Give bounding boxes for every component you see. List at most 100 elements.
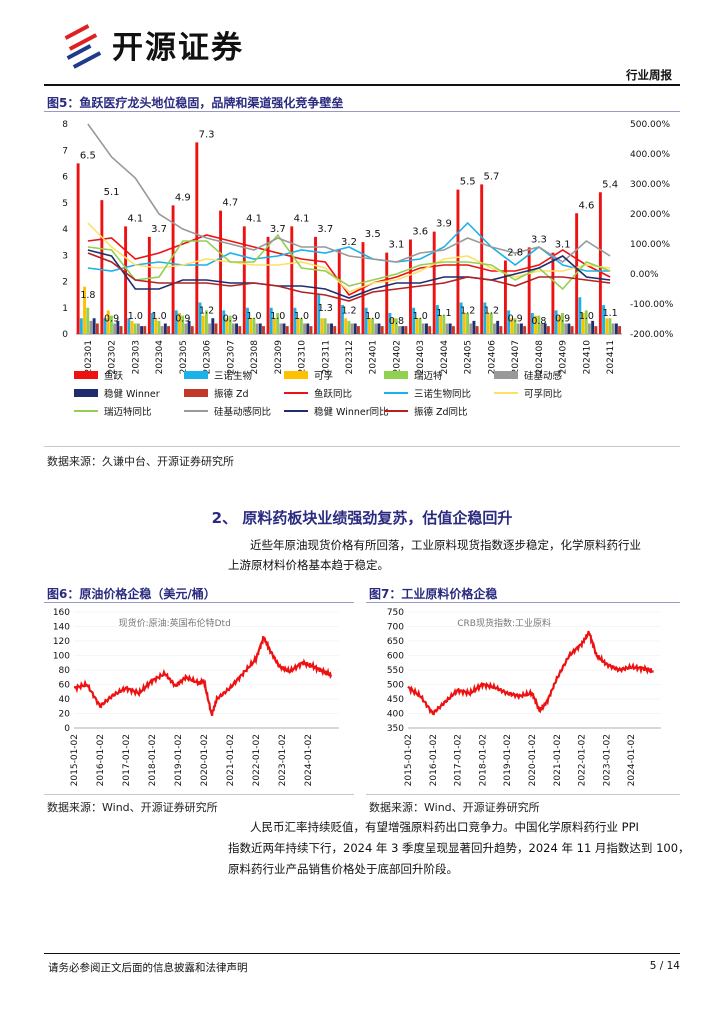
fig5-data-label-sannuo: 0.9 — [555, 313, 570, 324]
fig5-bar-稳健 Winner — [401, 326, 405, 334]
xtick-label: 2019-01-02 — [503, 734, 513, 786]
report-type-tag: 行业周报 — [626, 68, 672, 82]
fig5-legend-label: 硅基动感 — [524, 370, 563, 382]
fig5-bar-三诺生物 — [174, 310, 178, 334]
ytick-label: 550 — [387, 666, 404, 676]
fig5-bar-硅基动感 — [587, 323, 591, 334]
fig5-bar-三诺生物 — [554, 310, 558, 334]
header-rule — [44, 84, 680, 86]
fig5-bar-三诺生物 — [364, 307, 368, 334]
fig5-data-label-yuyue: 5.7 — [483, 171, 499, 182]
fig5-xtick-label: 202404 — [440, 340, 450, 375]
fig5-line-稳健 Winner同比 — [87, 249, 611, 299]
fig5-bar-瑞迈特 — [86, 307, 90, 334]
fig5-line-可孚同比 — [87, 222, 611, 293]
fig5-data-label-sannuo: 1.1 — [436, 308, 451, 319]
xtick-label: 2016-01-02 — [96, 734, 106, 786]
xtick-label: 2021-01-02 — [553, 734, 563, 786]
fig5-bar-振德 Zd — [119, 326, 123, 334]
fig5-bar-振德 Zd — [618, 326, 622, 334]
fig5-xtick-label: 202411 — [606, 340, 616, 374]
fig5-bar-稳健 Winner — [258, 323, 262, 334]
fig5-bar-稳健 Winner — [472, 320, 476, 334]
fig5-line-硅基动感同比 — [87, 123, 611, 263]
fig5-bar-振德 Zd — [238, 326, 242, 334]
fig5-y2tick-label: 500.00% — [630, 120, 670, 130]
fig5-legend-label: 三诺生物 — [214, 370, 253, 382]
fig5-bar-可孚 — [557, 315, 561, 334]
fig5-bar-振德 Zd — [214, 323, 218, 334]
ytick-label: 350 — [387, 724, 404, 734]
fig5-bar-振德 Zd — [357, 326, 360, 334]
fig5-bar-鱼跃 — [219, 210, 223, 334]
ytick-label: 0 — [64, 724, 70, 734]
fig5-legend-label: 稳健 Winner — [104, 388, 160, 400]
footer-rule — [44, 953, 680, 954]
fig5-bar-瑞迈特 — [442, 315, 446, 334]
footer-disclaimer: 请务必参阅正文后面的信息披露和法律声明 — [48, 962, 248, 974]
fig5-bar-可孚 — [367, 318, 371, 334]
fig5-xtick-label: 202302 — [108, 340, 118, 374]
fig5-title: 图5：鱼跃医疗龙头地位稳固，品牌和渠道强化竞争壁垒 — [47, 96, 344, 110]
fig5-bar-稳健 Winner — [92, 318, 96, 334]
fig5-xtick-label: 202403 — [416, 340, 426, 374]
fig5-data-label-yuyue: 5.1 — [104, 187, 120, 198]
fig5-data-label-yuyue: 3.7 — [270, 224, 286, 235]
ytick-label: 120 — [53, 637, 70, 647]
fig5-data-label-yuyue: 4.1 — [246, 213, 262, 224]
fig5-bar-硅基动感 — [136, 323, 140, 334]
fig5-bar-三诺生物 — [269, 307, 273, 334]
para2-line3: 原料药行业产品销售价格处于底部回升阶段。 — [228, 862, 458, 876]
fig5-data-label-yuyue: 4.1 — [127, 213, 143, 224]
fig5-bar-三诺生物 — [222, 310, 226, 334]
fig5-bar-硅基动感 — [160, 326, 164, 334]
fig5-xtick-label: 202409 — [559, 340, 569, 375]
fig5-data-label-yuyue: 3.5 — [365, 229, 381, 240]
fig5-bar-硅基动感 — [469, 323, 473, 334]
fig5-xtick-label: 202309 — [274, 340, 284, 375]
fig5-legend-label: 振德 Zd同比 — [414, 406, 468, 418]
xtick-label: 2018-01-02 — [478, 734, 488, 786]
fig5-bar-振德 Zd — [262, 326, 265, 334]
fig5-bar-稳健 Winner — [614, 323, 618, 334]
fig5-data-label-sannuo: 1.0 — [365, 311, 380, 322]
ytick-label: 650 — [387, 637, 404, 647]
fig5-bar-三诺生物 — [341, 305, 344, 334]
fig5-bar-瑞迈特 — [323, 318, 327, 334]
fig5-bar-三诺生物 — [103, 318, 107, 334]
fig5-data-label-sannuo: 1.0 — [128, 311, 143, 322]
fig5-bar-瑞迈特 — [489, 313, 493, 334]
fig5-bar-瑞迈特 — [228, 315, 232, 334]
xtick-label: 2022-01-02 — [252, 734, 262, 786]
fig5-bar-振德 Zd — [95, 323, 99, 334]
fig5-ytick-label: 1 — [62, 304, 68, 314]
fig5-bar-鱼跃 — [385, 252, 389, 334]
fig5-y2tick-label: -200.00% — [630, 330, 674, 340]
fig5-legend-label: 振德 Zd — [214, 388, 249, 400]
fig5-bar-硅基动感 — [255, 323, 259, 334]
fig5-bar-鱼跃 — [432, 231, 436, 334]
fig5-bar-振德 Zd — [404, 326, 408, 334]
ytick-label: 750 — [387, 608, 404, 618]
fig5-bar-可孚 — [439, 315, 443, 334]
fig5-bar-可孚 — [83, 286, 86, 334]
fig5-bar-三诺生物 — [127, 318, 131, 334]
fig5-bar-鱼跃 — [314, 236, 317, 334]
fig5-legend-label: 瑞迈特 — [414, 370, 443, 382]
fig5-bar-稳健 Winner — [496, 320, 500, 334]
fig6-title-rule — [44, 602, 354, 603]
fig5-xtick-label: 202305 — [179, 340, 189, 374]
fig5-xtick-label: 202311 — [321, 340, 331, 374]
xtick-label: 2017-01-02 — [122, 734, 132, 786]
fig5-line-振德 Zd同比 — [87, 252, 611, 302]
fig5-bar-硅基动感 — [184, 323, 188, 334]
xtick-label: 2019-01-02 — [174, 734, 184, 786]
para2-line2: 指数近两年持续下行，2024 年 3 季度呈现显著回升趋势，2024 年 11 … — [228, 841, 690, 855]
fig5-ytick-label: 7 — [62, 146, 68, 156]
fig5-data-label-yuyue: 3.1 — [555, 240, 571, 251]
fig5-data-label-yuyue: 5.4 — [602, 179, 618, 190]
section-title: 2、 原料药板块业绩强劲复苏，估值企稳回升 — [211, 509, 513, 527]
fig5-data-label-sannuo: 1.0 — [413, 311, 428, 322]
fig6-source-rule — [44, 794, 354, 795]
fig5-bar-鱼跃 — [480, 184, 484, 334]
